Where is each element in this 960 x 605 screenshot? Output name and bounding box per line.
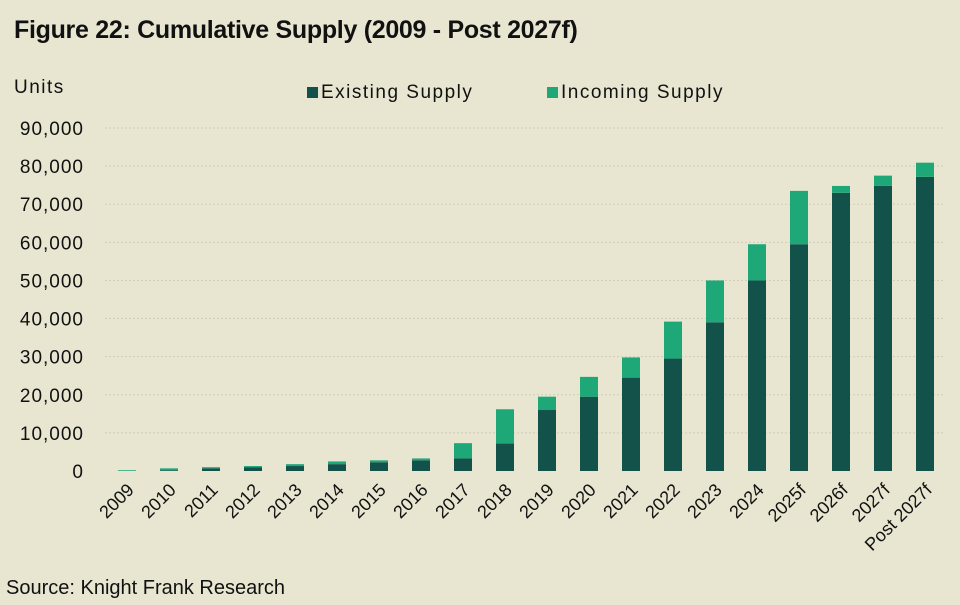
bars bbox=[118, 162, 934, 472]
chart-title: Figure 22: Cumulative Supply (2009 - Pos… bbox=[14, 16, 578, 44]
legend-label-existing: Existing Supply bbox=[321, 82, 473, 103]
bar-existing-supply bbox=[664, 358, 682, 471]
bar-existing-supply bbox=[748, 280, 766, 471]
bar-incoming-supply bbox=[832, 185, 850, 193]
bar-existing-supply bbox=[328, 464, 346, 471]
x-tick-label: 2022 bbox=[641, 480, 683, 522]
bar-incoming-supply bbox=[622, 357, 640, 378]
bar-existing-supply bbox=[202, 468, 220, 471]
x-tick-label: 2019 bbox=[515, 480, 557, 522]
y-tick-label: 10,000 bbox=[20, 424, 84, 445]
legend-label-incoming: Incoming Supply bbox=[561, 82, 724, 103]
x-tick-label: 2026f bbox=[806, 479, 853, 526]
x-tick-label: 2012 bbox=[221, 480, 263, 522]
x-tick-label: 2018 bbox=[473, 480, 515, 522]
y-tick-label: 90,000 bbox=[20, 119, 84, 140]
bar-incoming-supply bbox=[370, 460, 388, 463]
bar-incoming-supply bbox=[202, 467, 220, 469]
bar-incoming-supply bbox=[118, 470, 136, 471]
bar-existing-supply bbox=[370, 462, 388, 471]
bar-existing-supply bbox=[244, 467, 262, 471]
bar-existing-supply bbox=[832, 192, 850, 472]
bar-existing-supply bbox=[496, 443, 514, 471]
bar-incoming-supply bbox=[538, 396, 556, 411]
y-tick-label: 80,000 bbox=[20, 157, 84, 178]
y-tick-label: 50,000 bbox=[20, 271, 84, 292]
x-tick-label: 2009 bbox=[95, 480, 137, 522]
x-tick-label: 2024 bbox=[725, 480, 767, 522]
source-note: Source: Knight Frank Research bbox=[6, 577, 286, 599]
y-tick-label: 60,000 bbox=[20, 233, 84, 254]
bar-existing-supply bbox=[874, 185, 892, 471]
bar-existing-supply bbox=[412, 460, 430, 471]
bar-existing-supply bbox=[454, 458, 472, 471]
bar-incoming-supply bbox=[496, 409, 514, 444]
bar-incoming-supply bbox=[160, 468, 178, 471]
x-tick-label: 2020 bbox=[557, 480, 599, 522]
bar-incoming-supply bbox=[454, 443, 472, 459]
y-tick-label: 20,000 bbox=[20, 386, 84, 407]
bar-incoming-supply bbox=[748, 244, 766, 281]
x-tick-label: 2010 bbox=[137, 480, 179, 522]
bar-existing-supply bbox=[286, 466, 304, 471]
x-tick-label: 2015 bbox=[347, 480, 389, 522]
y-tick-label: 40,000 bbox=[20, 310, 84, 331]
legend: Existing Supply Incoming Supply bbox=[307, 82, 724, 103]
bar-incoming-supply bbox=[580, 376, 598, 397]
x-tick-label: 2013 bbox=[263, 480, 305, 522]
x-tick-label: 2021 bbox=[599, 480, 641, 522]
bar-incoming-supply bbox=[412, 458, 430, 461]
bar-existing-supply bbox=[580, 396, 598, 471]
legend-swatch-existing bbox=[307, 87, 318, 98]
bar-existing-supply bbox=[790, 244, 808, 471]
x-tick-label: 2014 bbox=[305, 480, 347, 522]
bar-existing-supply bbox=[916, 176, 934, 471]
x-tick-label: 2016 bbox=[389, 480, 431, 522]
gridlines bbox=[105, 127, 945, 434]
x-tick-label: 2011 bbox=[180, 480, 222, 522]
x-axis-ticks: 2009 2010 2011 2012 2013 2014 2015 2016 2017 2018… bbox=[95, 479, 936, 555]
bar-incoming-supply bbox=[790, 190, 808, 245]
bar-incoming-supply bbox=[664, 321, 682, 359]
y-axis-ticks: 0 10,000 20,000 30,000 40,000 50,000 60,000 70,… bbox=[20, 119, 84, 483]
bar-incoming-supply bbox=[916, 162, 934, 177]
x-tick-label: 2025f bbox=[764, 479, 811, 526]
y-axis-unit-label: Units bbox=[14, 77, 65, 98]
x-tick-label: 2023 bbox=[683, 480, 725, 522]
bar-incoming-supply bbox=[244, 466, 262, 468]
bar-incoming-supply bbox=[328, 461, 346, 465]
bar-existing-supply bbox=[622, 377, 640, 471]
y-tick-label: 0 bbox=[72, 462, 84, 483]
y-tick-label: 70,000 bbox=[20, 195, 84, 216]
bar-incoming-supply bbox=[706, 280, 724, 323]
bar-incoming-supply bbox=[874, 175, 892, 186]
y-tick-label: 30,000 bbox=[20, 348, 84, 369]
x-tick-label: 2017 bbox=[431, 480, 473, 522]
bar-existing-supply bbox=[160, 470, 178, 471]
bar-existing-supply bbox=[706, 322, 724, 471]
legend-swatch-incoming bbox=[547, 87, 558, 98]
bar-incoming-supply bbox=[286, 464, 304, 467]
bar-existing-supply bbox=[538, 410, 556, 471]
